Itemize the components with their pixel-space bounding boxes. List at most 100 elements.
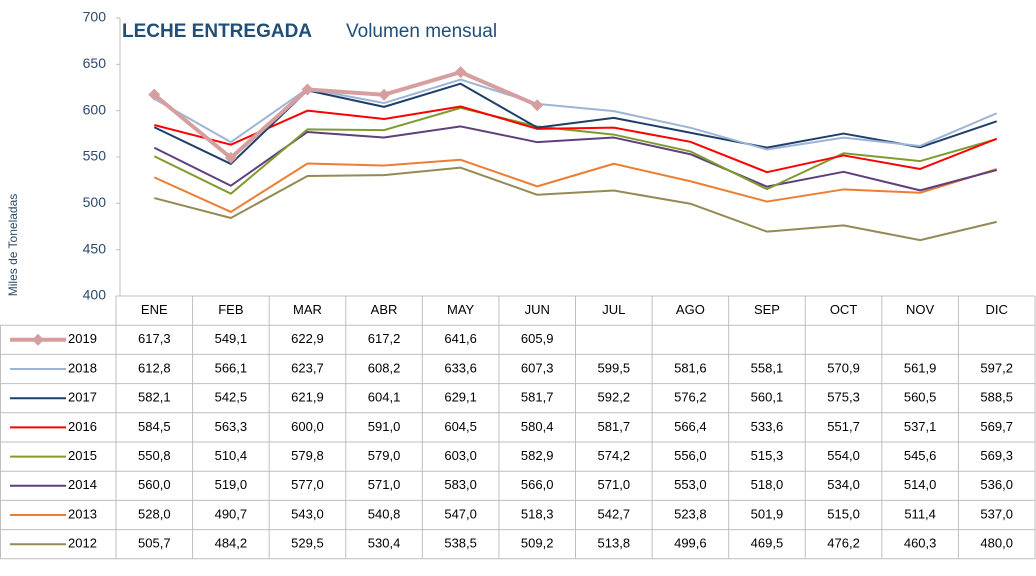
table-value: 641,6 [444, 331, 477, 346]
table-value: 530,4 [368, 536, 401, 551]
y-tick-label: 550 [83, 148, 107, 164]
table-value: 566,1 [215, 360, 248, 375]
table-value: 569,7 [980, 419, 1013, 434]
legend-label: 2019 [68, 331, 97, 346]
table-value: 490,7 [215, 506, 248, 521]
x-tick-label: JUN [525, 302, 550, 317]
series-marker [454, 66, 467, 79]
series-marker [531, 99, 544, 112]
table-value: 603,0 [444, 448, 477, 463]
table-value: 581,7 [521, 390, 554, 405]
table-value: 566,4 [674, 419, 707, 434]
table-value: 560,5 [904, 390, 937, 405]
table-value: 538,5 [444, 536, 477, 551]
series-line [153, 78, 998, 151]
table-value: 533,6 [751, 419, 784, 434]
table-value: 499,6 [674, 536, 707, 551]
table-value: 607,3 [521, 360, 554, 375]
series-line [154, 166, 997, 242]
series-marker [301, 83, 314, 96]
legend-label: 2017 [68, 390, 97, 405]
table-value: 515,0 [827, 506, 860, 521]
table-value: 560,0 [138, 477, 171, 492]
table-value: 592,2 [598, 390, 631, 405]
table-value: 560,1 [751, 390, 784, 405]
table-value: 537,1 [904, 419, 937, 434]
table-value: 580,4 [521, 419, 554, 434]
table-value: 547,0 [444, 506, 477, 521]
y-tick-label: 500 [83, 194, 107, 210]
table-value: 612,8 [138, 360, 171, 375]
x-tick-label: MAR [293, 302, 322, 317]
table-value: 529,5 [291, 536, 324, 551]
series-marker [378, 88, 391, 101]
table-value: 511,4 [904, 506, 936, 521]
x-tick-label: AGO [676, 302, 705, 317]
table-value: 542,7 [598, 506, 631, 521]
table-value: 513,8 [598, 536, 631, 551]
x-tick-label: ABR [371, 302, 398, 317]
table-value: 514,0 [904, 477, 937, 492]
table-value: 561,9 [904, 360, 937, 375]
table-value: 515,3 [751, 448, 784, 463]
series-marker [148, 88, 161, 101]
table-value: 501,9 [751, 506, 784, 521]
legend-label: 2012 [68, 536, 97, 551]
table-value: 509,2 [521, 536, 554, 551]
y-tick-label: 700 [83, 9, 107, 25]
table-value: 574,2 [598, 448, 631, 463]
x-tick-label: DIC [986, 302, 1008, 317]
table-value: 617,2 [368, 331, 401, 346]
table-value: 460,3 [904, 536, 937, 551]
table-value: 581,7 [598, 419, 631, 434]
table-value: 571,0 [598, 477, 631, 492]
table-value: 591,0 [368, 419, 401, 434]
table-value: 588,5 [980, 390, 1013, 405]
x-tick-label: FEB [218, 302, 243, 317]
table-value: 605,9 [521, 331, 554, 346]
legend-label: 2015 [68, 448, 97, 463]
table-value: 518,3 [521, 506, 554, 521]
table-value: 583,0 [444, 477, 477, 492]
table-value: 537,0 [980, 506, 1013, 521]
table-value: 476,2 [827, 536, 860, 551]
table-value: 505,7 [138, 536, 171, 551]
table-value: 584,5 [138, 419, 171, 434]
table-value: 575,3 [827, 390, 860, 405]
y-tick-label: 600 [83, 101, 107, 117]
x-tick-label: JUL [602, 302, 625, 317]
table-value: 621,9 [291, 390, 324, 405]
table-value: 622,9 [291, 331, 324, 346]
series-line [153, 158, 998, 213]
series-line [153, 70, 539, 160]
y-tick-label: 650 [83, 55, 107, 71]
table-value: 484,2 [215, 536, 248, 551]
table-value: 600,0 [291, 419, 324, 434]
table-value: 566,0 [521, 477, 554, 492]
table-value: 545,6 [904, 448, 937, 463]
table-value: 633,6 [444, 360, 477, 375]
table-value: 550,8 [138, 448, 171, 463]
legend-label: 2014 [68, 477, 97, 492]
table-value: 549,1 [215, 331, 248, 346]
table-value: 569,3 [980, 448, 1013, 463]
table-value: 579,8 [291, 448, 324, 463]
table-value: 540,8 [368, 506, 401, 521]
table-value: 599,5 [598, 360, 631, 375]
y-tick-label: 450 [83, 240, 107, 256]
table-value: 551,7 [827, 419, 860, 434]
table-value: 518,0 [751, 477, 784, 492]
table-value: 534,0 [827, 477, 860, 492]
series-line [153, 106, 997, 195]
x-tick-label: MAY [447, 302, 475, 317]
table-value: 558,1 [751, 360, 784, 375]
x-tick-label: SEP [754, 302, 780, 317]
table-value: 629,1 [444, 390, 477, 405]
table-value: 563,3 [215, 419, 248, 434]
table-value: 576,2 [674, 390, 707, 405]
x-tick-label: ENE [141, 302, 168, 317]
table-value: 554,0 [827, 448, 860, 463]
table-value: 623,7 [291, 360, 324, 375]
table-value: 582,9 [521, 448, 554, 463]
